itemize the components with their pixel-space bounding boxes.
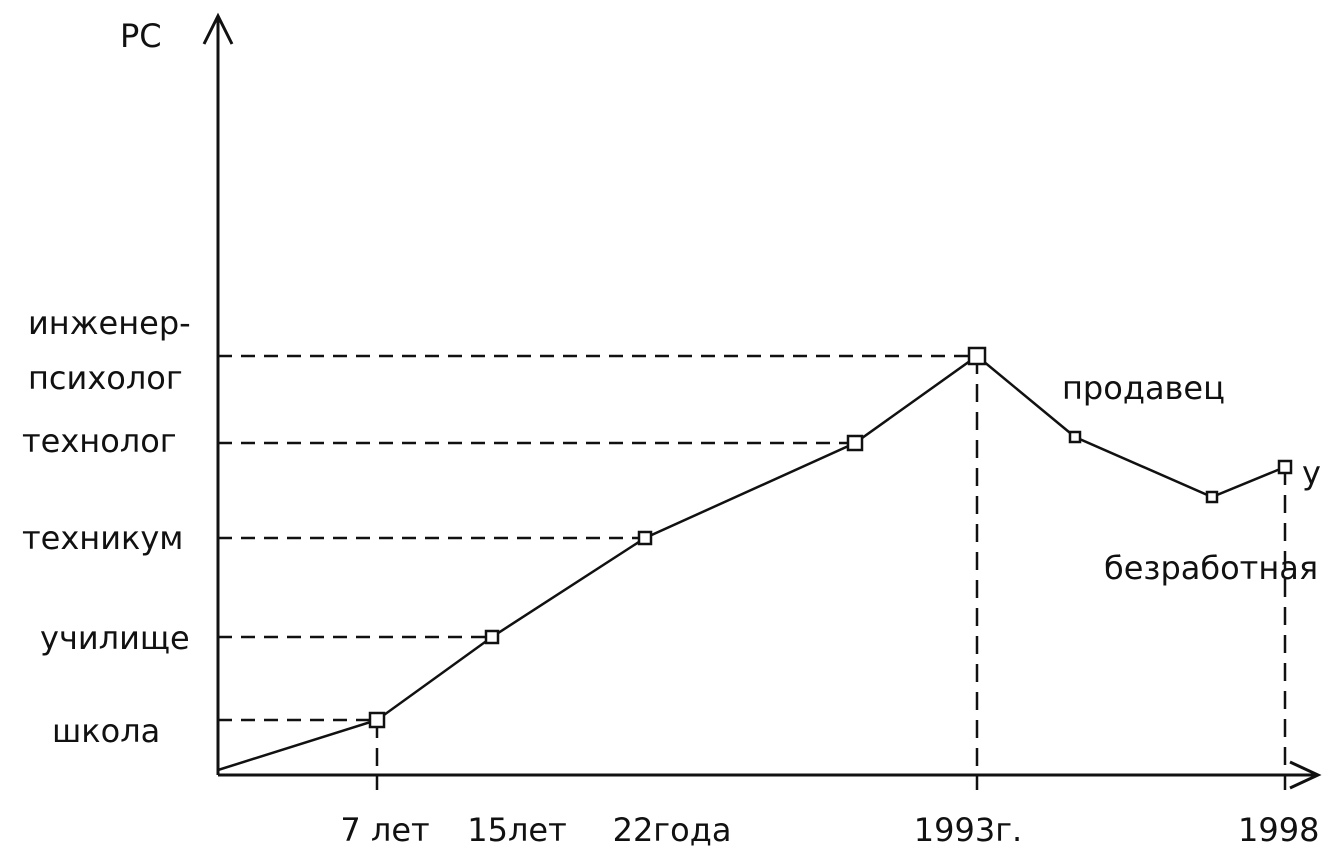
x-label: 1998 <box>1238 811 1319 849</box>
point <box>484 629 500 645</box>
x-axis <box>218 760 1322 790</box>
point <box>846 434 864 452</box>
y-label: технолог <box>22 422 177 460</box>
points <box>368 346 1293 729</box>
x-label: 1993г. <box>914 811 1022 849</box>
point <box>637 530 653 546</box>
guide-lines <box>218 354 977 722</box>
point <box>1277 459 1293 475</box>
annotation: безработная <box>1104 549 1318 587</box>
y-label: техникум <box>22 519 183 557</box>
point <box>1068 430 1082 444</box>
point <box>967 346 987 366</box>
x-label: 7 лет <box>340 811 429 849</box>
annotation: продавец <box>1062 369 1225 407</box>
y-label: школа <box>52 712 160 750</box>
y-label: психолог <box>28 359 183 397</box>
x-label: 15лет <box>467 811 567 849</box>
y-axis-label: РС <box>120 17 162 55</box>
y-axis <box>202 12 234 775</box>
y-label: инженер- <box>28 304 191 342</box>
point <box>368 711 386 729</box>
guide-lines-vertical <box>375 356 1287 790</box>
annotation: у <box>1302 454 1321 492</box>
point <box>1205 490 1219 504</box>
y-label: училище <box>40 619 190 657</box>
x-label: 22года <box>613 811 732 849</box>
